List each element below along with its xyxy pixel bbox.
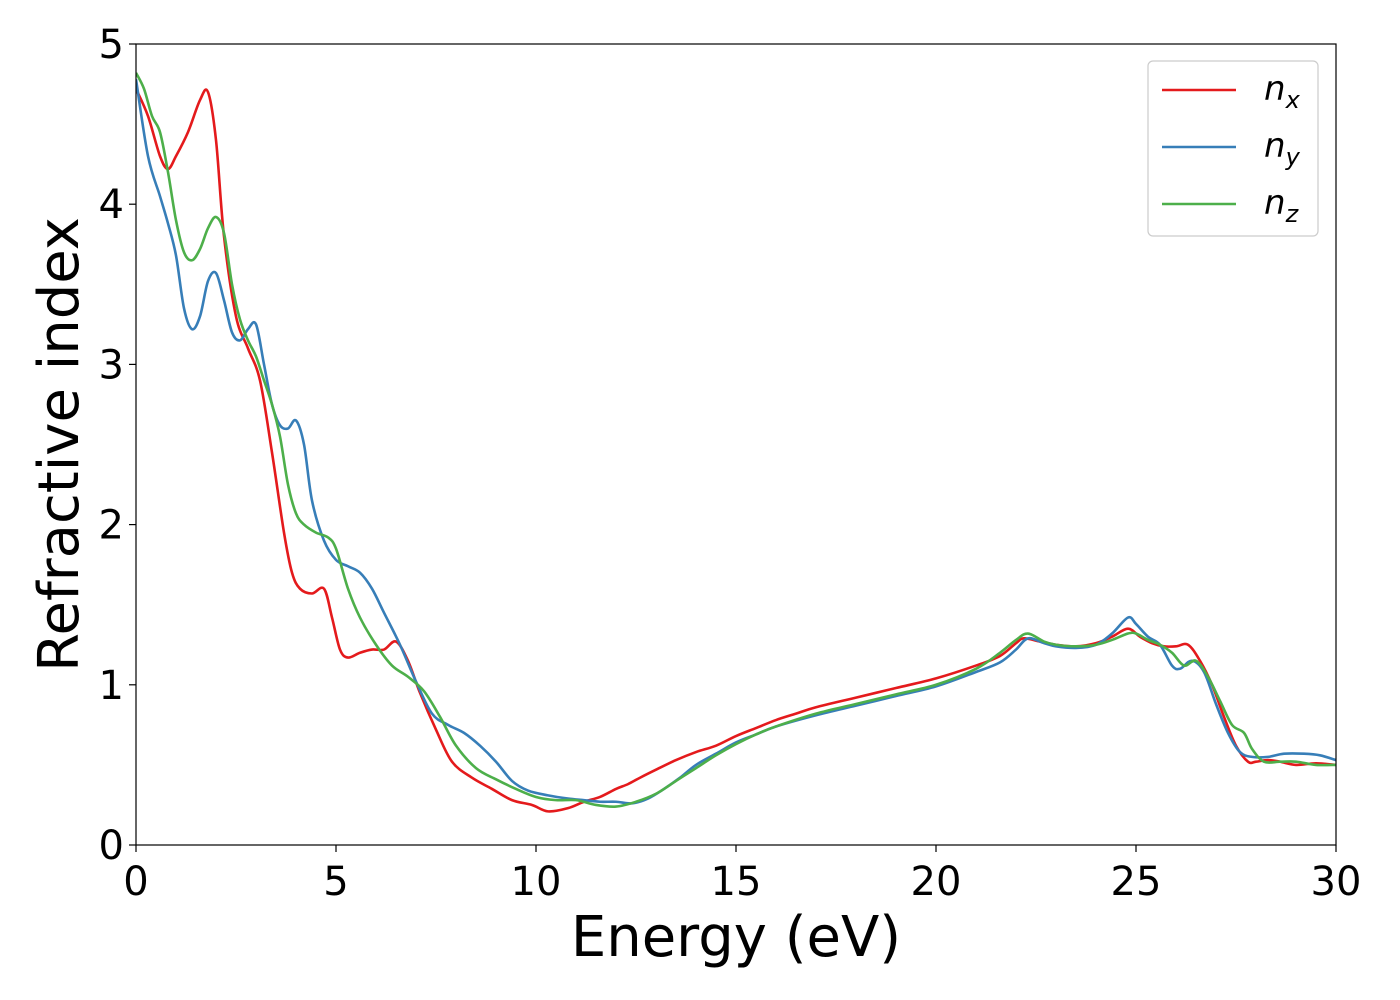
x-tick-label: 30 bbox=[1311, 859, 1362, 905]
x-tick-label: 25 bbox=[1111, 859, 1162, 905]
x-axis-ticks: 0 5 10 15 20 25 30 bbox=[123, 845, 1361, 905]
legend-label-n-y: ny bbox=[1264, 126, 1301, 171]
y-axis-ticks: 0 1 2 3 4 5 bbox=[99, 22, 136, 869]
y-tick-label: 0 bbox=[99, 823, 124, 869]
legend-box bbox=[1147, 60, 1319, 237]
y-tick-label: 5 bbox=[99, 22, 124, 68]
series-line-n-z bbox=[136, 72, 1336, 808]
x-tick-label: 20 bbox=[911, 859, 962, 905]
series-line-n-y bbox=[136, 79, 1336, 805]
y-axis-title: Refractive index bbox=[27, 217, 92, 672]
y-tick-label: 4 bbox=[99, 182, 124, 228]
y-tick-label: 3 bbox=[99, 342, 124, 388]
x-tick-label: 5 bbox=[323, 859, 348, 905]
y-tick-label: 2 bbox=[99, 503, 124, 549]
x-tick-label: 15 bbox=[711, 859, 762, 905]
x-axis-title: Energy (eV) bbox=[571, 905, 901, 970]
legend-label-n-x: nx bbox=[1264, 69, 1301, 114]
legend-label-n-z: nz bbox=[1264, 183, 1300, 228]
series-layer bbox=[136, 72, 1336, 813]
x-tick-label: 0 bbox=[123, 859, 148, 905]
y-tick-label: 1 bbox=[99, 663, 124, 709]
legend: nx ny nz bbox=[1147, 60, 1319, 237]
x-tick-label: 10 bbox=[511, 859, 562, 905]
